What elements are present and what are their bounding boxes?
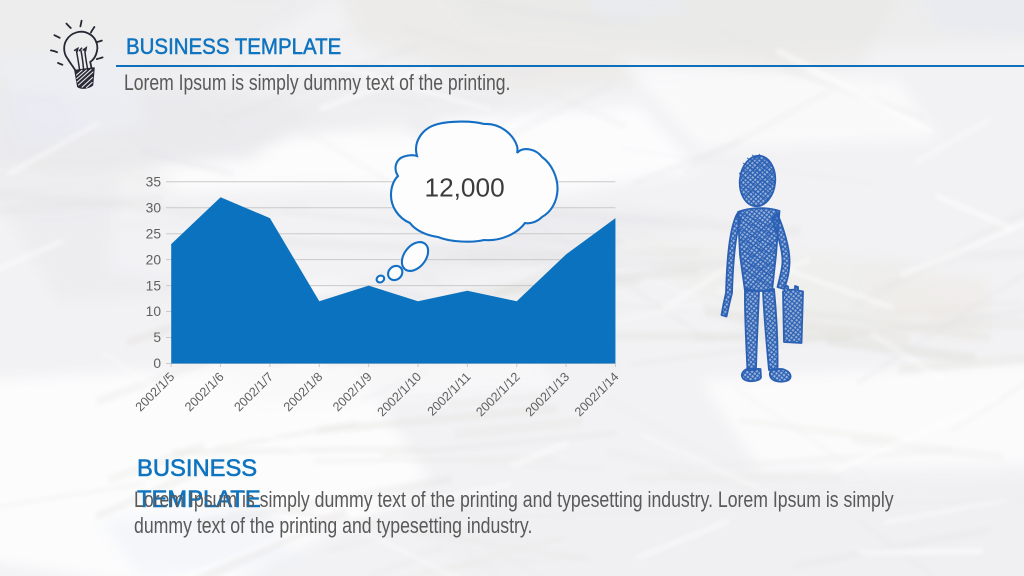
- svg-text:30: 30: [146, 200, 162, 215]
- svg-text:2002/1/11: 2002/1/11: [425, 370, 474, 419]
- svg-text:2002/1/7: 2002/1/7: [231, 370, 276, 415]
- svg-text:2002/1/9: 2002/1/9: [330, 370, 375, 415]
- svg-text:35: 35: [146, 174, 162, 189]
- svg-text:10: 10: [146, 304, 162, 319]
- svg-text:15: 15: [146, 278, 162, 293]
- svg-text:2002/1/12: 2002/1/12: [473, 370, 523, 420]
- svg-text:0: 0: [153, 356, 161, 371]
- svg-text:20: 20: [146, 252, 162, 267]
- svg-text:2002/1/14: 2002/1/14: [572, 370, 622, 420]
- svg-text:2002/1/10: 2002/1/10: [375, 370, 425, 420]
- svg-text:2002/1/5: 2002/1/5: [133, 370, 178, 415]
- svg-text:25: 25: [146, 226, 162, 241]
- svg-text:12,000: 12,000: [425, 173, 505, 203]
- svg-text:5: 5: [153, 330, 161, 345]
- svg-text:2002/1/8: 2002/1/8: [281, 370, 326, 415]
- svg-text:2002/1/13: 2002/1/13: [523, 370, 573, 420]
- svg-text:2002/1/6: 2002/1/6: [182, 370, 227, 415]
